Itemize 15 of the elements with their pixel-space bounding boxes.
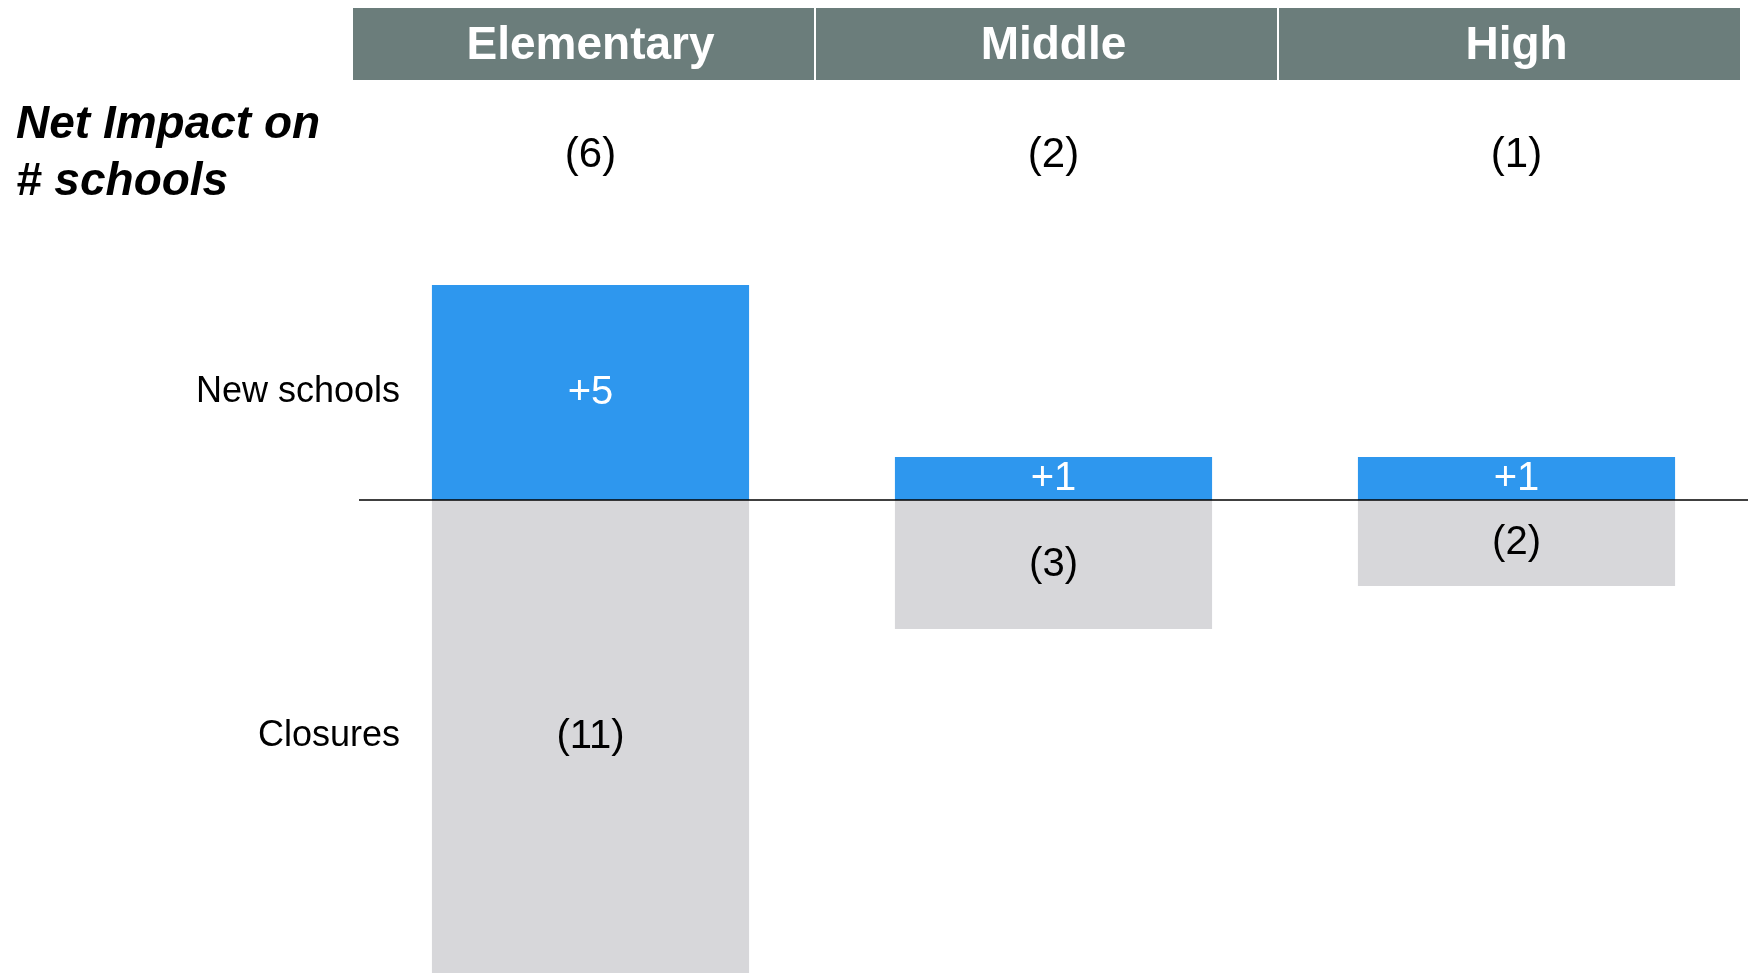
text: (2) bbox=[1027, 128, 1080, 176]
x-tick-label: Elementary bbox=[466, 16, 715, 69]
data-label: +5 bbox=[567, 367, 614, 412]
text: Net Impact on # schools bbox=[16, 95, 321, 205]
text: (6) bbox=[564, 128, 617, 176]
text: (1) bbox=[1490, 128, 1543, 176]
x-tick-label: High bbox=[1465, 16, 1568, 69]
x-tick-label: Middle bbox=[980, 16, 1127, 69]
data-label: (11) bbox=[556, 711, 625, 756]
series-label: New schools bbox=[195, 369, 400, 411]
data-label: +1 bbox=[1030, 453, 1077, 498]
data-label: +1 bbox=[1493, 453, 1540, 498]
data-label: (3) bbox=[1029, 539, 1078, 584]
data-label: (2) bbox=[1492, 518, 1541, 563]
series-label: Closures bbox=[257, 713, 400, 755]
